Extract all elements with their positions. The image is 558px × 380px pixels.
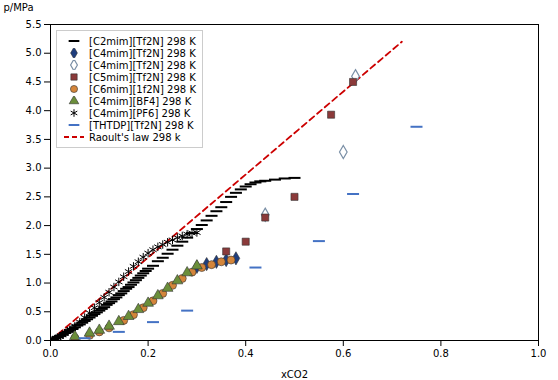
html-text:[C4mim][BF4] 298 K: [C4mim][BF4] 298 K — [89, 95, 192, 107]
html-text:[THTDP][Tf2N] 298 K: [THTDP][Tf2N] 298 K — [89, 119, 194, 131]
html-text:[C6mim][1f2N] 298 K: [C6mim][1f2N] 298 K — [89, 83, 196, 95]
svg-text:1.5: 1.5 — [26, 249, 42, 260]
html-text:Raoult's law 298 k: Raoult's law 298 k — [89, 131, 181, 143]
svg-text:p/MPa: p/MPa — [4, 2, 34, 13]
svg-text:0.0: 0.0 — [26, 335, 42, 346]
svg-text:4.5: 4.5 — [26, 76, 42, 87]
svg-text:0.6: 0.6 — [335, 348, 351, 359]
html-text:[C4mim][Tf2N] 298 K: [C4mim][Tf2N] 298 K — [89, 47, 196, 59]
svg-text:5.0: 5.0 — [26, 47, 42, 58]
svg-text:3.5: 3.5 — [26, 134, 42, 145]
svg-text:0.8: 0.8 — [433, 348, 449, 359]
svg-text:0.5: 0.5 — [26, 306, 42, 317]
html-text:[C5mim][Tf2N] 298 K: [C5mim][Tf2N] 298 K — [89, 71, 196, 83]
html-text:[C4mim][PF6] 298 K: [C4mim][PF6] 298 K — [89, 107, 191, 119]
svg-text:1.0: 1.0 — [26, 277, 42, 288]
svg-text:4.0: 4.0 — [26, 105, 42, 116]
svg-text:1.0: 1.0 — [531, 348, 547, 359]
svg-text:0.4: 0.4 — [238, 348, 254, 359]
svg-text:0.2: 0.2 — [140, 348, 156, 359]
svg-text:0.0: 0.0 — [43, 348, 59, 359]
svg-text:5.5: 5.5 — [26, 19, 42, 30]
svg-text:2.0: 2.0 — [26, 220, 42, 231]
html-text:[C4mim][Tf2N] 298 K: [C4mim][Tf2N] 298 K — [89, 59, 196, 71]
svg-text:xCO2: xCO2 — [281, 369, 308, 380]
svg-text:2.5: 2.5 — [26, 191, 42, 202]
html-text:[C2mim][Tf2N] 298 K: [C2mim][Tf2N] 298 K — [89, 35, 196, 47]
svg-text:3.0: 3.0 — [26, 162, 42, 173]
